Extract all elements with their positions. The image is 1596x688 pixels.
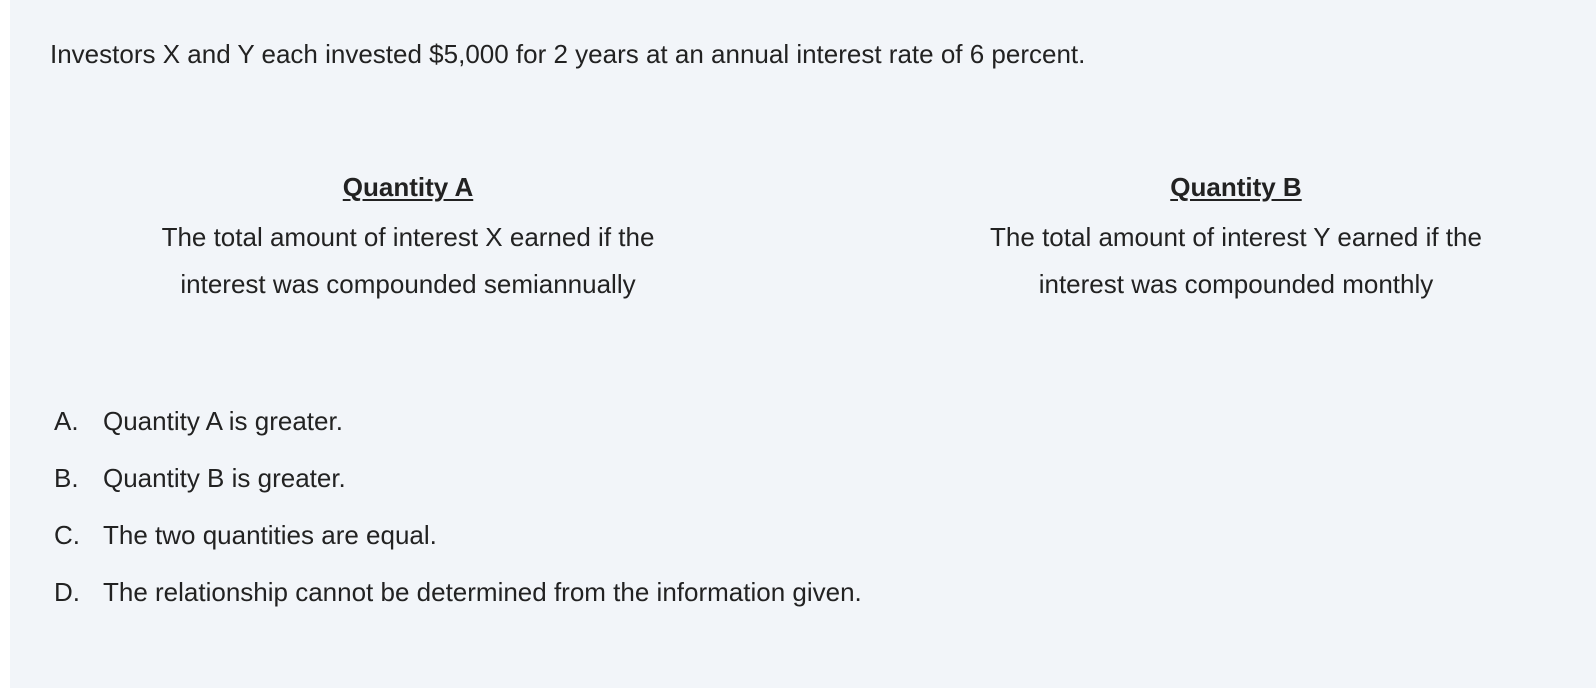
quantity-a-column: Quantity A The total amount of interest … [110, 168, 706, 308]
quantity-b-column: Quantity B The total amount of interest … [938, 168, 1534, 308]
quantity-a-text: The total amount of interest X earned if… [161, 222, 655, 299]
answer-choices: A. Quantity A is greater. B. Quantity B … [54, 393, 862, 621]
answer-choice-b[interactable]: B. Quantity B is greater. [54, 450, 862, 507]
choice-letter: C. [54, 520, 80, 550]
choice-letter: A. [54, 406, 79, 436]
choice-text: Quantity B is greater. [103, 463, 346, 493]
choice-letter: D. [54, 577, 80, 607]
quantity-b-text: The total amount of interest Y earned if… [990, 222, 1482, 299]
answer-choice-c[interactable]: C. The two quantities are equal. [54, 507, 862, 564]
quantity-a-title: Quantity A [342, 172, 474, 202]
question-panel: Investors X and Y each invested $5,000 f… [10, 0, 1596, 688]
choice-text: Quantity A is greater. [103, 406, 343, 436]
quantity-b-title: Quantity B [1170, 172, 1302, 202]
question-stem: Investors X and Y each invested $5,000 f… [50, 39, 1086, 69]
answer-choice-a[interactable]: A. Quantity A is greater. [54, 393, 862, 450]
choice-text: The two quantities are equal. [103, 520, 437, 550]
answer-choice-d[interactable]: D. The relationship cannot be determined… [54, 564, 862, 621]
choice-text: The relationship cannot be determined fr… [103, 577, 862, 607]
choice-letter: B. [54, 463, 79, 493]
